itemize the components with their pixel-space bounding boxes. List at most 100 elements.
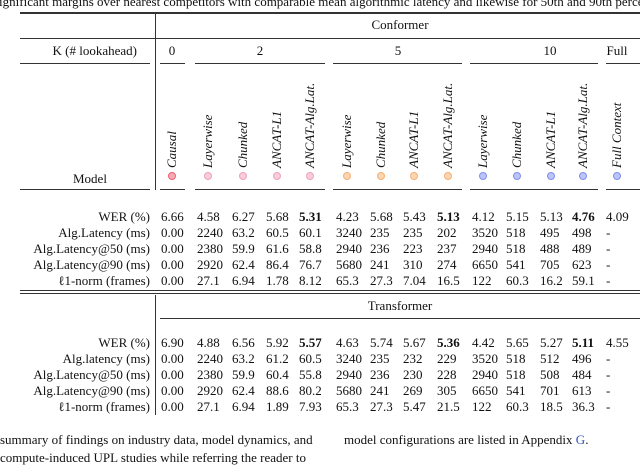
row-label: Alg.Latency (ms)	[58, 225, 150, 240]
table-cell: 274	[437, 257, 457, 272]
table-cell: 2920	[197, 257, 223, 272]
k-group-rule	[606, 63, 640, 64]
table-cell: 76.7	[299, 257, 322, 272]
table-cell: 65.3	[336, 399, 359, 414]
k-value: 2	[256, 43, 264, 58]
table-cell: 0.00	[161, 351, 184, 366]
table-cell: 60.3	[506, 399, 529, 414]
table-cell: 3240	[336, 225, 362, 240]
legend-dot-icon	[410, 172, 418, 180]
rule	[20, 189, 150, 190]
table-cell: 4.63	[336, 335, 359, 350]
table-cell: -	[606, 367, 611, 382]
table-cell: 86.4	[266, 257, 289, 272]
table-cell: 122	[472, 399, 492, 414]
body-right-line: model configurations are listed in Appen…	[344, 432, 588, 448]
table-cell: 27.1	[197, 399, 220, 414]
table-cell: 4.55	[606, 335, 629, 350]
table-cell: 241	[370, 383, 390, 398]
table-cell: 541	[506, 383, 526, 398]
k-group-rule	[195, 63, 325, 64]
table-cell: 6.90	[161, 335, 184, 350]
table-cell: 237	[437, 241, 457, 256]
table-cell: 27.1	[197, 273, 220, 288]
legend-dot-icon	[168, 172, 176, 180]
table-cell: 36.3	[572, 399, 595, 414]
table-cell: 518	[506, 351, 526, 366]
table-cell: 0.00	[161, 399, 184, 414]
table-cell: 62.4	[232, 383, 255, 398]
legend-dot-icon	[579, 172, 587, 180]
table-cell: 63.2	[232, 225, 255, 240]
table-cell: 2940	[336, 241, 362, 256]
table-cell: -	[606, 351, 611, 366]
table-cell: 4.23	[336, 209, 359, 224]
table-cell: 122	[472, 273, 492, 288]
table-cell: 60.4	[266, 367, 289, 382]
table-cell: 16.5	[437, 273, 460, 288]
table-cell: 4.58	[197, 209, 220, 224]
k-value: 10	[543, 43, 557, 58]
row-label: Alg.Latency@90 (ms)	[33, 257, 150, 272]
table-cell: 2380	[197, 241, 223, 256]
table-cell: 0.00	[161, 383, 184, 398]
table-cell: 16.2	[540, 273, 563, 288]
k-group-rule	[606, 189, 640, 190]
table-cell: 5.47	[403, 399, 426, 414]
k-label: K (# lookahead)	[52, 43, 137, 58]
table-cell: 4.76	[572, 209, 595, 224]
column-header: ANCAT-L1	[269, 110, 284, 168]
table-cell: 2940	[472, 367, 498, 382]
table-cell: 5.11	[572, 335, 595, 350]
legend-dot-icon	[239, 172, 247, 180]
body-right-text: model configurations are listed in Appen…	[344, 432, 576, 447]
legend-dot-icon	[613, 172, 621, 180]
table-cell: 6.94	[232, 273, 255, 288]
k-group-rule	[333, 63, 462, 64]
table-cell: 613	[572, 383, 592, 398]
table-cell: 61.6	[266, 241, 289, 256]
column-header: ANCAT-L1	[543, 110, 558, 168]
column-header: Chunked	[235, 121, 250, 168]
table-cell: 235	[370, 351, 390, 366]
table-cell: 5.67	[403, 335, 426, 350]
appendix-link[interactable]: G	[575, 432, 586, 447]
row-label: Alg.latency (ms)	[62, 351, 150, 366]
table-cell: 5.65	[506, 335, 529, 350]
body-left-line-2: compute-induced UPL studies while referr…	[0, 450, 306, 465]
legend-dot-icon	[513, 172, 521, 180]
column-divider	[155, 14, 156, 190]
caption-top: significant margins over nearest competi…	[0, 0, 640, 9]
table-cell: 3520	[472, 225, 498, 240]
table-cell: 508	[540, 367, 560, 382]
table-cell: 235	[370, 225, 390, 240]
table-cell: 6.56	[232, 335, 255, 350]
table-cell: 2240	[197, 225, 223, 240]
table-cell: 55.8	[299, 367, 322, 382]
table-cell: 1.89	[266, 399, 289, 414]
legend-dot-icon	[377, 172, 385, 180]
table-cell: 236	[370, 367, 390, 382]
table-cell: 60.1	[299, 225, 322, 240]
table-cell: 61.2	[266, 351, 289, 366]
table-cell: 518	[506, 367, 526, 382]
table-cell: 6.66	[161, 209, 184, 224]
column-header: ANCAT-Alg.Lat.	[575, 82, 590, 168]
rule	[160, 318, 640, 319]
table-cell: 6.27	[232, 209, 255, 224]
table-cell: -	[606, 241, 611, 256]
column-header: Layerwise	[339, 114, 354, 168]
row-label: ℓ1-norm (frames)	[58, 273, 150, 288]
table-cell: 0.00	[161, 367, 184, 382]
rule	[20, 38, 640, 39]
row-label: WER (%)	[98, 209, 150, 224]
legend-dot-icon	[479, 172, 487, 180]
table-cell: 518	[506, 241, 526, 256]
table-cell: 27.3	[370, 273, 393, 288]
table-cell: 59.9	[232, 241, 255, 256]
k-group-rule	[195, 189, 325, 190]
model-label: Model	[73, 171, 107, 186]
table-cell: 236	[370, 241, 390, 256]
column-header: Full Context	[609, 102, 624, 168]
table-cell: 8.12	[299, 273, 322, 288]
